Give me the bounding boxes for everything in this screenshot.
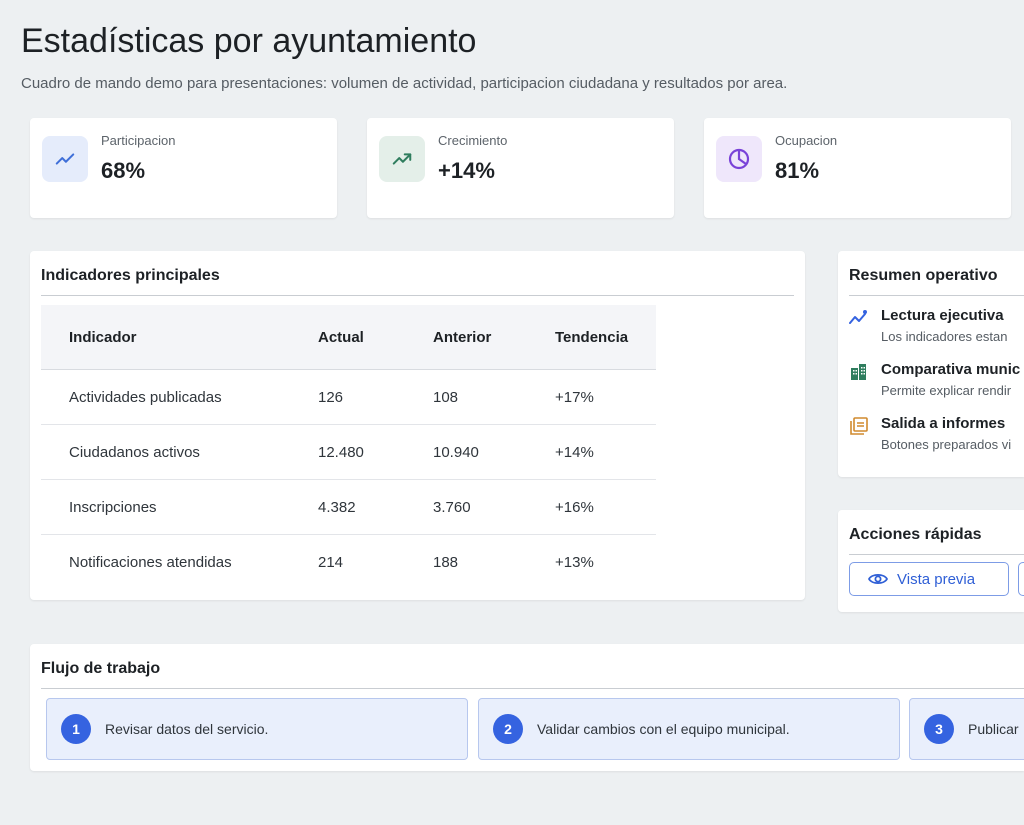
stat-card-ocupacion: Ocupacion 81% [704, 118, 1011, 218]
cell-indicador: Notificaciones atendidas [69, 553, 232, 571]
pdf-icon [849, 417, 869, 435]
stat-value: 81% [775, 158, 820, 183]
cell-anterior: 108 [433, 369, 555, 425]
column-header-anterior: Anterior [433, 305, 555, 370]
summary-panel: Resumen operativo Lectura ejecutiva Los … [838, 251, 1024, 477]
trending-up-icon [42, 136, 88, 182]
table-row: Inscripciones 4.382 3.760 +16% [41, 479, 656, 535]
page-subtitle: Cuadro de mando demo para presentaciones… [21, 75, 788, 92]
summary-item-desc: Permite explicar rendir [881, 383, 1012, 398]
stat-value: +14% [438, 158, 495, 183]
indicators-table: Indicador Actual Anterior Tendencia Acti… [41, 305, 656, 589]
summary-item-title: Lectura ejecutiva [881, 307, 1004, 324]
divider [849, 295, 1024, 296]
stat-card-participacion: Participacion 68% [30, 118, 337, 218]
table-row: Notificaciones atendidas 214 188 +13% [41, 535, 656, 590]
step-number: 1 [61, 714, 91, 744]
column-header-indicador: Indicador [41, 305, 318, 370]
table-row: Actividades publicadas 126 108 +17% [41, 369, 656, 425]
divider [849, 554, 1024, 555]
cell-actual: 4.382 [318, 479, 433, 535]
table-header-row: Indicador Actual Anterior Tendencia [41, 305, 656, 370]
step-text: Validar cambios con el equipo municipal. [537, 721, 790, 737]
step-number: 2 [493, 714, 523, 744]
indicators-title: Indicadores principales [41, 267, 220, 284]
column-header-tendencia: Tendencia [555, 305, 656, 370]
summary-title: Resumen operativo [849, 267, 998, 284]
step-text: Publicar [968, 721, 1019, 737]
cell-tendencia: +14% [555, 424, 656, 480]
cell-actual: 12.480 [318, 424, 433, 480]
column-header-actual: Actual [318, 305, 433, 370]
cell-anterior: 10.940 [433, 424, 555, 480]
page-title: Estadísticas por ayuntamiento [21, 22, 477, 60]
cell-actual: 214 [318, 553, 344, 571]
indicators-panel: Indicadores principales Indicador Actual… [30, 251, 805, 600]
stat-label: Crecimiento [438, 133, 508, 148]
pie-chart-icon [716, 136, 762, 182]
cell-tendencia: +17% [555, 369, 656, 425]
stat-card-crecimiento: Crecimiento +14% [367, 118, 674, 218]
trending-up-icon [379, 136, 425, 182]
stat-label: Ocupacion [775, 133, 838, 148]
workflow-step-2: 2 Validar cambios con el equipo municipa… [478, 698, 900, 760]
divider [41, 688, 1024, 689]
quick-actions-panel: Acciones rápidas Vista previa [838, 510, 1024, 612]
buildings-icon [849, 363, 869, 381]
stat-value: 68% [101, 158, 146, 183]
workflow-step-3: 3 Publicar [909, 698, 1024, 760]
workflow-title: Flujo de trabajo [41, 660, 161, 677]
preview-button[interactable]: Vista previa [849, 562, 1009, 596]
workflow-panel: Flujo de trabajo 1 Revisar datos del ser… [30, 644, 1024, 771]
cell-indicador: Actividades publicadas [41, 369, 318, 425]
eye-icon [868, 572, 888, 586]
cell-tendencia: +16% [555, 479, 656, 535]
cell-indicador: Ciudadanos activos [41, 424, 318, 480]
insights-icon [849, 309, 869, 327]
summary-item-desc: Botones preparados vi [881, 437, 1012, 452]
summary-item-desc: Los indicadores estan [881, 329, 1008, 344]
stat-label: Participacion [101, 133, 176, 148]
cell-anterior: 188 [433, 553, 459, 571]
cell-indicador: Inscripciones [41, 479, 318, 535]
quick-actions-title: Acciones rápidas [849, 526, 982, 543]
step-number: 3 [924, 714, 954, 744]
cell-anterior: 3.760 [433, 479, 555, 535]
preview-button-label: Vista previa [897, 570, 976, 588]
cell-actual: 126 [318, 369, 433, 425]
table-row: Ciudadanos activos 12.480 10.940 +14% [41, 424, 656, 480]
divider [41, 295, 794, 296]
secondary-action-button[interactable] [1018, 562, 1024, 596]
cell-tendencia: +13% [555, 553, 594, 571]
summary-item-title: Comparativa munic [881, 361, 1021, 378]
step-text: Revisar datos del servicio. [105, 721, 269, 737]
workflow-step-1: 1 Revisar datos del servicio. [46, 698, 468, 760]
summary-item-title: Salida a informes [881, 415, 1006, 432]
